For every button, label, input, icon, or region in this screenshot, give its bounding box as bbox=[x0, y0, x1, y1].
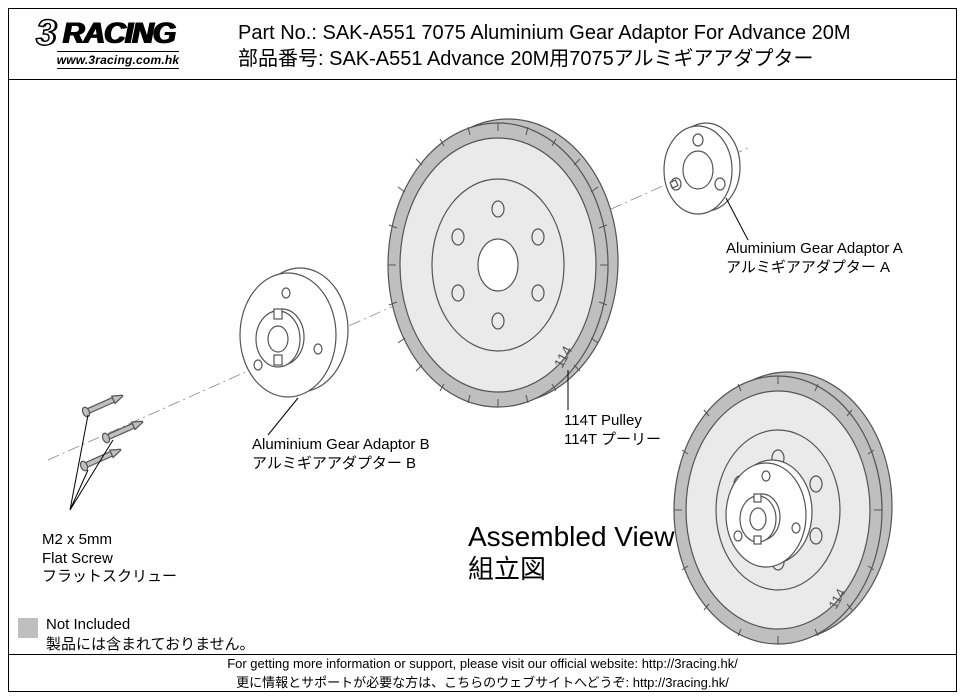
not-included: Not Included 製品には含まれておりません。 bbox=[18, 616, 255, 654]
label-pulley-jp: 114T プーリー bbox=[564, 431, 661, 450]
footer-jp: 更に情報とサポートが必要な方は、こちらのウェブサイトへどうぞ: http://3… bbox=[236, 672, 729, 691]
not-included-text: Not Included 製品には含まれておりません。 bbox=[46, 616, 255, 654]
footer-en: For getting more information or support,… bbox=[227, 656, 738, 671]
label-pulley-en: 114T Pulley bbox=[564, 412, 642, 429]
logo: RACING www.3racing.com.hk bbox=[8, 8, 228, 80]
label-adaptor-a-jp: アルミギアアダプター A bbox=[726, 259, 903, 278]
not-included-swatch bbox=[18, 618, 38, 638]
label-adaptor-b: Aluminium Gear Adaptor B アルミギアアダプター B bbox=[252, 436, 430, 474]
header: RACING www.3racing.com.hk Part No.: SAK-… bbox=[8, 8, 957, 80]
logo-brand: RACING bbox=[62, 19, 174, 49]
leader-adaptor-a bbox=[726, 198, 748, 240]
pulley-114t: 114 bbox=[388, 119, 618, 407]
leader-adaptor-b bbox=[268, 398, 298, 435]
label-adaptor-a-en: Aluminium Gear Adaptor A bbox=[726, 240, 903, 257]
adaptor-b bbox=[240, 268, 348, 397]
assembled-view: 114 bbox=[674, 372, 892, 644]
title-en: Part No.: SAK-A551 7075 Aluminium Gear A… bbox=[238, 20, 953, 46]
footer: For getting more information or support,… bbox=[8, 654, 957, 692]
diagram-area: 114 bbox=[8, 80, 957, 692]
label-adaptor-b-en: Aluminium Gear Adaptor B bbox=[252, 436, 430, 453]
logo-url: www.3racing.com.hk bbox=[57, 51, 180, 69]
title-block: Part No.: SAK-A551 7075 Aluminium Gear A… bbox=[228, 8, 957, 79]
label-screw-en: M2 x 5mm Flat Screw bbox=[42, 531, 113, 567]
assembled-en: Assembled View bbox=[468, 521, 674, 552]
not-included-jp: 製品には含まれておりません。 bbox=[46, 633, 255, 654]
label-pulley: 114T Pulley 114T プーリー bbox=[564, 412, 661, 450]
assembled-jp: 組立図 bbox=[468, 554, 674, 585]
label-adaptor-a: Aluminium Gear Adaptor A アルミギアアダプター A bbox=[726, 240, 903, 278]
label-screw-jp: フラットスクリュー bbox=[42, 568, 177, 587]
assembled-title: Assembled View 組立図 bbox=[468, 520, 674, 585]
adaptor-a bbox=[664, 123, 740, 214]
label-adaptor-b-jp: アルミギアアダプター B bbox=[252, 455, 430, 474]
not-included-en: Not Included bbox=[46, 616, 255, 633]
title-jp: 部品番号: SAK-A551 Advance 20M用7075アルミギアアダプタ… bbox=[238, 46, 953, 72]
label-screw: M2 x 5mm Flat Screw フラットスクリュー bbox=[42, 512, 177, 606]
